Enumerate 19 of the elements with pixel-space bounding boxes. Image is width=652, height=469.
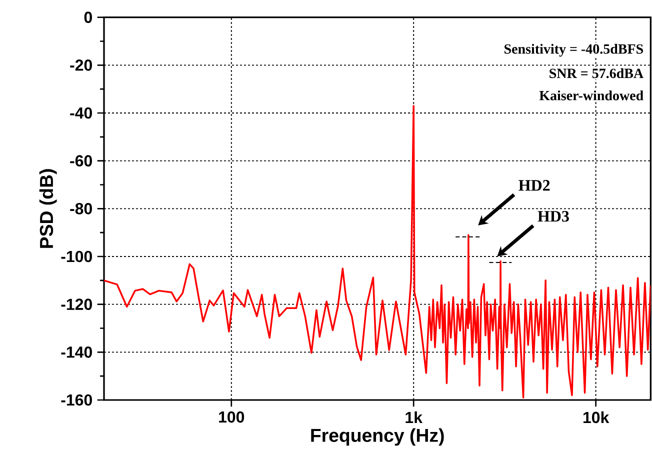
annotation: SNR = 57.6dBA bbox=[550, 68, 644, 78]
annotation: HD2 bbox=[518, 180, 550, 191]
y-tick-label: -60 bbox=[70, 155, 92, 166]
annotation: Kaiser-windowed bbox=[539, 90, 644, 100]
x-tick-label: 10k bbox=[583, 411, 610, 424]
annotation: Sensitivity = -40.5dBFS bbox=[504, 44, 644, 57]
x-tick-label: 1k bbox=[406, 411, 423, 423]
y-tick-label: 0 bbox=[84, 12, 92, 23]
x-axis-title: Frequency (Hz) bbox=[311, 428, 444, 446]
y-tick-label: -160 bbox=[61, 394, 92, 406]
annotation: HD3 bbox=[538, 210, 569, 222]
x-tick-label: 100 bbox=[219, 411, 244, 423]
y-tick-label: -120 bbox=[61, 298, 92, 310]
y-tick-label: -40 bbox=[70, 107, 92, 119]
y-tick-label: -20 bbox=[70, 60, 92, 71]
y-tick-label: -80 bbox=[70, 203, 92, 214]
y-tick-label: -100 bbox=[61, 250, 92, 262]
y-tick-label: -140 bbox=[61, 346, 92, 358]
y-axis-title: PSD (dB) bbox=[39, 169, 57, 248]
